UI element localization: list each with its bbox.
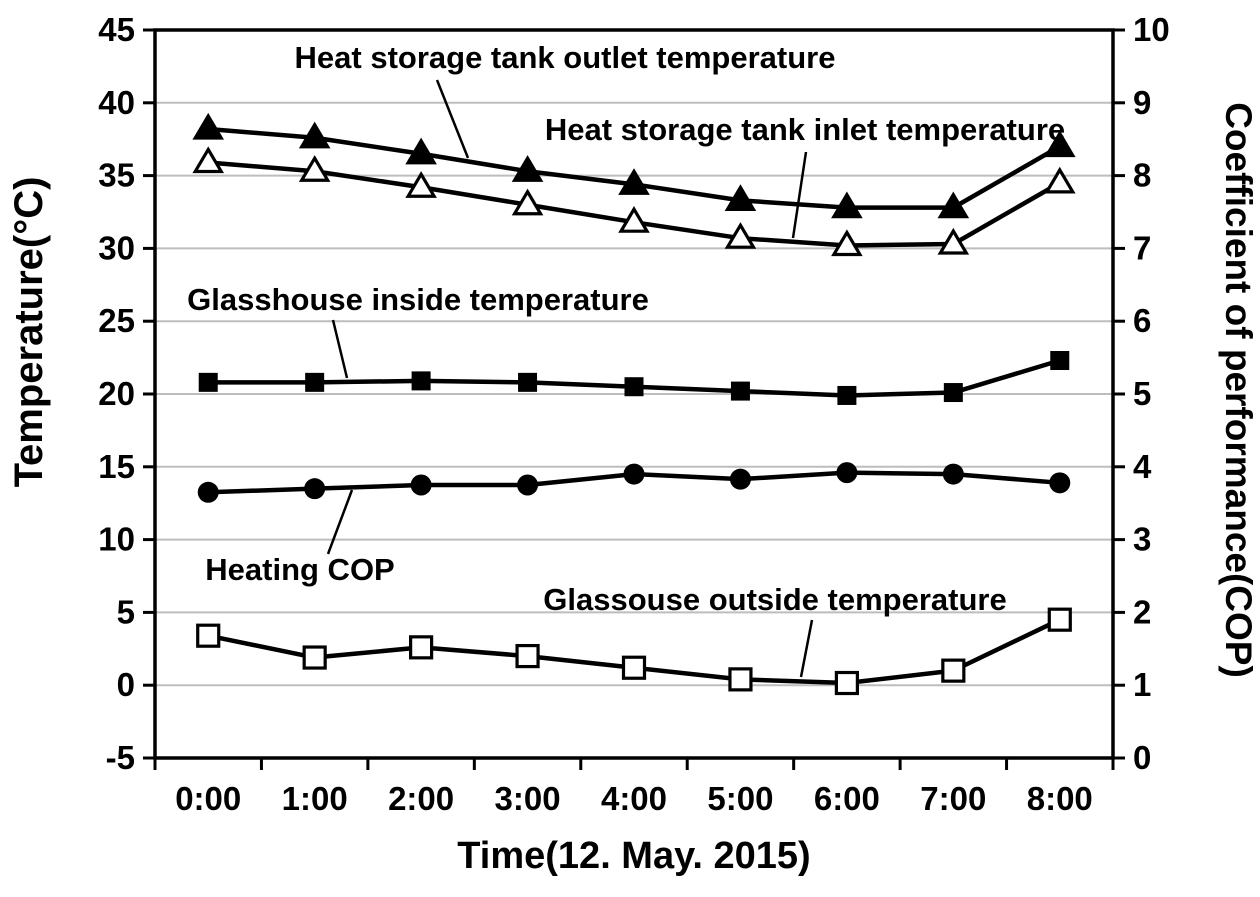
left-axis-tick-label: 10	[98, 521, 135, 558]
square-filled-marker	[411, 371, 431, 391]
circle-filled-marker	[410, 474, 432, 496]
square-open-marker	[834, 670, 859, 696]
triangle-open-marker	[724, 222, 757, 249]
right-axis-tick-label: 9	[1133, 84, 1151, 121]
triangle-filled-marker	[724, 184, 757, 211]
circle-filled-marker	[1049, 472, 1071, 494]
circle-filled-marker	[729, 468, 751, 490]
triangle-open-marker	[618, 206, 650, 233]
left-axis-tick-label: 45	[98, 11, 135, 48]
annotation-label: Heating COP	[205, 552, 394, 587]
triangle-open-marker	[298, 155, 331, 182]
square-filled-marker	[198, 372, 218, 392]
circle-filled-marker	[623, 463, 645, 485]
triangle-open-marker	[511, 188, 544, 216]
right-axis-tick-label: 7	[1133, 229, 1151, 266]
square-filled-marker	[837, 385, 857, 405]
x-axis-tick-label: 6:00	[814, 780, 880, 817]
right-axis-tick-label: 3	[1133, 521, 1151, 558]
square-filled-marker	[1050, 351, 1070, 371]
left-axis-tick-label: 40	[98, 84, 135, 121]
triangle-filled-marker	[1043, 130, 1076, 158]
annotation-leader-line	[331, 319, 349, 379]
x-axis-tick-label: 2:00	[388, 780, 454, 817]
annotation-label: Glasshouse inside temperature	[187, 282, 649, 317]
left-axis-tick-label: 20	[98, 375, 135, 412]
x-axis-tick-label: 5:00	[707, 780, 773, 817]
right-axis-tick-label: 1	[1133, 666, 1151, 703]
square-open-marker	[515, 643, 540, 669]
triangle-open-marker	[937, 227, 970, 255]
circle-filled-marker	[304, 478, 326, 500]
square-filled-marker	[943, 383, 963, 403]
square-open-marker	[621, 655, 647, 680]
left-axis-tick-label: 35	[98, 157, 135, 194]
x-axis-tick-label: 3:00	[495, 780, 561, 817]
x-axis-tick-label: 8:00	[1027, 780, 1093, 817]
right-axis-tick-label: 4	[1133, 448, 1152, 485]
left-axis-tick-label: 30	[98, 229, 135, 266]
square-filled-marker	[518, 372, 538, 392]
square-filled-marker	[730, 381, 750, 401]
left-axis-tick-label: -5	[106, 739, 135, 776]
left-axis-title: Temperature(°C)	[7, 177, 51, 488]
annotation-leader-line	[791, 151, 808, 239]
triangle-open-marker	[1043, 166, 1076, 194]
circle-filled-marker	[942, 463, 964, 485]
annotation-leader-line	[435, 79, 470, 159]
x-axis-title: Time(12. May. 2015)	[457, 835, 810, 877]
circle-filled-marker	[836, 462, 858, 484]
circle-filled-marker	[517, 474, 539, 496]
x-axis-tick-label: 1:00	[282, 780, 348, 817]
circle-filled-marker	[197, 481, 219, 503]
square-filled-marker	[624, 377, 644, 397]
square-open-marker	[728, 667, 753, 692]
square-filled-marker	[305, 372, 325, 392]
right-axis-tick-label: 0	[1133, 739, 1151, 776]
square-open-marker	[1047, 607, 1072, 632]
left-axis-tick-label: 0	[117, 666, 135, 703]
x-axis-tick-label: 7:00	[920, 780, 986, 817]
right-axis-tick-label: 10	[1133, 11, 1170, 48]
annotation-label: Heat storage tank inlet temperature	[545, 112, 1065, 147]
annotation-label: Glassouse outside temperature	[543, 582, 1006, 617]
triangle-filled-marker	[405, 137, 437, 165]
triangle-filled-marker	[511, 155, 544, 182]
x-axis-tick-label: 4:00	[601, 780, 667, 817]
right-axis-tick-label: 8	[1133, 157, 1151, 194]
right-axis-tick-label: 6	[1133, 302, 1151, 339]
triangle-filled-marker	[298, 121, 331, 149]
left-axis-tick-label: 5	[117, 593, 135, 630]
triangle-filled-marker	[618, 168, 650, 195]
left-axis-tick-label: 25	[98, 302, 135, 339]
right-axis-title: Coefficient of performance(COP)	[1218, 102, 1259, 678]
x-axis-tick-label: 0:00	[175, 780, 241, 817]
left-axis-tick-label: 15	[98, 448, 135, 485]
right-axis-tick-label: 2	[1133, 593, 1151, 630]
triangle-filled-marker	[192, 112, 225, 140]
annotation-label: Heat storage tank outlet temperature	[295, 40, 836, 75]
annotation-leader-line	[326, 489, 354, 555]
square-open-marker	[196, 623, 221, 648]
square-open-marker	[302, 645, 327, 670]
square-open-marker	[409, 635, 434, 660]
square-open-marker	[941, 658, 966, 683]
annotation-leader-line	[799, 619, 814, 678]
triangle-open-marker	[405, 171, 437, 198]
triangle-open-marker	[831, 229, 863, 257]
right-axis-tick-label: 5	[1133, 375, 1151, 412]
triangle-filled-marker	[937, 191, 970, 219]
triangle-open-marker	[192, 146, 225, 174]
triangle-filled-marker	[831, 191, 863, 219]
